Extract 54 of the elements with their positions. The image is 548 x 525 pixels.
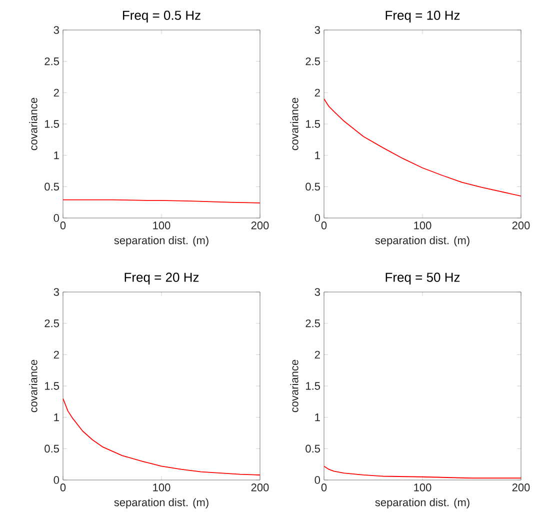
y-tick-label: 0.5 bbox=[306, 444, 320, 453]
y-axis-title: covariance bbox=[290, 98, 298, 150]
y-tick-label: 1 bbox=[315, 152, 320, 160]
y-tick-label: 2.5 bbox=[306, 57, 320, 66]
x-tick-label: 200 bbox=[251, 222, 269, 230]
y-tick-label: 0.5 bbox=[44, 182, 59, 191]
y-tick-label: 3 bbox=[314, 288, 320, 296]
chart-title: Freq = 0.5 Hz bbox=[123, 10, 200, 22]
y-tick-label: 2 bbox=[54, 88, 59, 97]
y-tick-label: 1 bbox=[54, 414, 59, 422]
line-series bbox=[324, 466, 521, 479]
line-series bbox=[63, 398, 260, 476]
x-tick-label: 100 bbox=[153, 484, 170, 492]
x-tick-label: 0 bbox=[60, 222, 66, 230]
x-axis-title: separation dist. (m) bbox=[375, 236, 470, 246]
x-tick-label: 100 bbox=[414, 484, 432, 492]
y-tick-label: 1.5 bbox=[306, 120, 320, 128]
x-tick-label: 200 bbox=[512, 222, 530, 230]
chart-title: Freq = 20 Hz bbox=[124, 272, 199, 284]
x-tick-label: 200 bbox=[512, 484, 530, 492]
x-tick-label: 0 bbox=[60, 484, 66, 492]
x-tick-label: 200 bbox=[251, 484, 269, 492]
y-tick-label: 2 bbox=[314, 350, 320, 359]
x-axis-title: separation dist. (m) bbox=[114, 498, 208, 508]
x-axis-title: separation dist. (m) bbox=[375, 498, 470, 508]
y-tick-label: 2 bbox=[54, 350, 59, 359]
chart-title: Freq = 10 Hz bbox=[386, 10, 460, 22]
y-tick-label: 0 bbox=[314, 476, 320, 484]
y-axis-title: covariance bbox=[290, 360, 298, 412]
x-tick-label: 0 bbox=[321, 484, 327, 492]
y-tick-label: 0.5 bbox=[306, 182, 320, 191]
x-tick-label: 100 bbox=[414, 222, 432, 230]
y-tick-label: 3 bbox=[54, 26, 59, 34]
y-tick-label: 1.5 bbox=[45, 382, 59, 390]
chart-title: Freq = 50 Hz bbox=[386, 272, 460, 284]
y-tick-label: 1.5 bbox=[306, 382, 320, 390]
y-tick-label: 2.5 bbox=[44, 57, 59, 66]
y-tick-label: 1 bbox=[54, 152, 59, 160]
y-tick-label: 2.5 bbox=[44, 319, 59, 328]
x-axis-title: separation dist. (m) bbox=[114, 236, 208, 246]
y-tick-label: 1.5 bbox=[45, 120, 59, 128]
y-tick-label: 0.5 bbox=[44, 444, 59, 453]
x-tick-label: 100 bbox=[153, 222, 170, 230]
x-tick-label: 0 bbox=[321, 222, 327, 230]
y-tick-label: 2 bbox=[314, 88, 320, 97]
y-tick-label: 1 bbox=[315, 414, 320, 422]
y-axis-title: covariance bbox=[29, 360, 38, 412]
y-tick-label: 3 bbox=[54, 288, 59, 296]
y-tick-label: 0 bbox=[54, 214, 60, 222]
y-tick-label: 2.5 bbox=[306, 319, 320, 328]
y-tick-label: 0 bbox=[314, 214, 320, 222]
y-tick-label: 3 bbox=[314, 26, 320, 34]
y-axis-title: covariance bbox=[29, 98, 38, 150]
y-tick-label: 0 bbox=[54, 476, 60, 484]
